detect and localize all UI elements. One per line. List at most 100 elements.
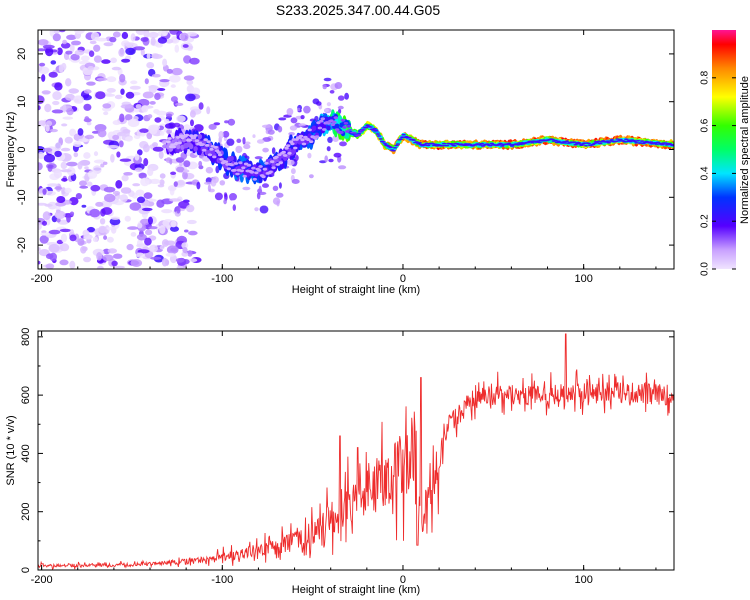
ridge-cell [300,138,305,142]
noise-blob [38,39,49,46]
noise-blob [324,108,329,112]
noise-blob [87,66,95,71]
noise-blob [146,53,151,59]
ridge-cell [285,144,291,148]
noise-blob [196,181,201,190]
noise-blob [120,88,125,95]
noise-blob [278,182,282,189]
noise-blob [38,105,41,111]
noise-blob [136,252,145,258]
noise-blob [48,243,60,253]
noise-blob [161,239,169,247]
noise-blob [106,76,117,83]
noise-blob [103,186,116,193]
noise-blob [161,257,168,267]
ridge-cell [356,133,362,136]
noise-blob [51,109,64,114]
noise-blob [272,197,281,205]
ridge-cell [288,140,294,144]
noise-blob [38,151,45,160]
noise-blob [324,155,329,163]
noise-blob [183,169,190,173]
noise-blob [60,161,68,170]
noise-blob [83,256,92,263]
ridge-cell [229,155,234,162]
noise-blob [181,251,189,257]
noise-blob [45,253,54,260]
ridge-cell [212,155,217,159]
ridge-cell [376,135,382,137]
noise-blob [112,190,121,196]
ridge-cell [287,151,292,155]
ridge-cell [442,142,447,145]
ridge-cell [246,163,252,167]
noise-blob [155,43,163,48]
ridge-cell [624,138,629,140]
noise-blob [185,32,198,37]
noise-blob [54,150,62,158]
noise-blob [176,115,186,123]
noise-blob [61,177,68,182]
noise-blob [168,75,181,83]
ridge-cell [271,166,276,170]
noise-blob [344,92,349,100]
ridge-cell [306,138,311,142]
ridge-cell [171,145,177,149]
noise-blob [86,81,96,86]
noise-blob [185,93,196,102]
ridge-cell [382,143,388,145]
ridge-cell [660,143,665,146]
ridge-cell [191,136,197,140]
ridge-cell [187,138,192,142]
noise-blob [80,246,87,254]
y-tick-label: 400 [20,444,32,462]
noise-blob [73,152,79,158]
ridge-cell [640,140,645,142]
noise-blob [89,208,101,218]
noise-blob [87,170,98,179]
noise-blob [259,205,269,214]
noise-blob [148,85,157,94]
ridge-cell [274,155,279,159]
noise-blob [337,95,345,101]
noise-blob [175,258,185,263]
noise-blob [65,50,73,55]
noise-blob [86,181,93,187]
ridge-cell [352,132,357,134]
ridge-cell [258,165,263,168]
noise-blob [309,174,314,179]
noise-blob [236,138,242,143]
noise-blob [124,215,131,222]
noise-blob [208,123,217,130]
noise-blob [39,62,46,67]
noise-blob [176,166,185,173]
noise-blob [125,91,135,99]
ridge-cell [572,141,577,143]
ridge-cell [254,171,259,175]
ridge-cell [241,166,246,170]
noise-blob [146,132,153,140]
noise-blob [116,151,121,158]
x-tick-label: 0 [400,273,406,285]
colorbar-axes: 0.0 0.2 0.4 0.6 0.8 Normalized spectral ampli… [700,70,750,276]
ridge-cell [414,141,419,143]
noise-blob [187,250,193,257]
noise-blob [56,196,66,203]
noise-blob [140,48,145,56]
ridge-cell [355,135,360,137]
noise-blob [82,229,90,237]
noise-blob [254,207,259,212]
x-tick-label: -200 [31,273,53,285]
noise-blob [59,228,72,233]
noise-blob [84,166,89,170]
noise-blob [159,79,170,83]
noise-blob [104,93,116,97]
noise-blob [47,183,59,187]
ridge-cell [655,141,661,144]
x-tick-label: 0 [400,574,406,586]
noise-blob [151,73,161,78]
ridge-cell [395,143,401,145]
noise-blob [159,130,165,136]
